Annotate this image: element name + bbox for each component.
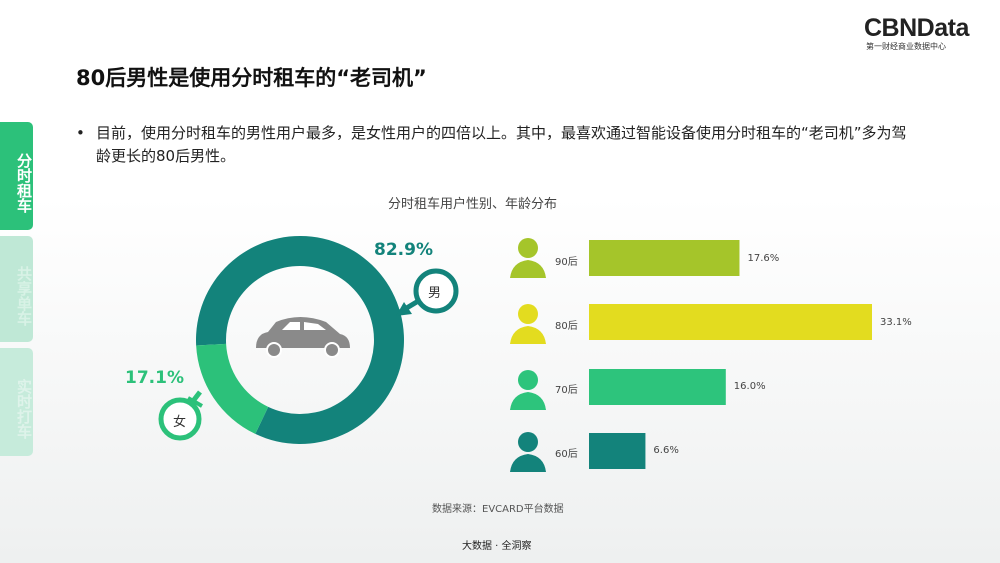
value-label-70s: 16.0% [733, 381, 766, 392]
page-title: 80后男性是使用分时租车的“老司机” [76, 66, 427, 90]
gender-donut [196, 236, 404, 445]
footer-slogan: 大数据 · 全洞察 [462, 541, 532, 552]
value-label-60s: 6.6% [653, 445, 679, 456]
avatar-90s-icon [510, 238, 546, 278]
value-label-80s: 33.1% [880, 317, 912, 328]
data-source: 数据来源：EVCARD平台数据 [432, 504, 564, 515]
bar-70后 [589, 369, 726, 405]
bullet-dot: • [76, 124, 85, 142]
category-label-80s: 80后 [555, 321, 578, 332]
bar-80后 [589, 304, 872, 340]
bar-90后 [589, 240, 740, 276]
age-avatar-icons [510, 238, 546, 472]
male-percent-label: 82.9% [374, 240, 433, 260]
bar-60后 [589, 433, 646, 469]
female-label: 女 [173, 415, 187, 430]
bullet-text: 目前，使用分时租车的男性用户最多，是女性用户的四倍以上。其中，最喜欢通过智能设备… [96, 124, 907, 165]
male-label: 男 [428, 286, 442, 301]
value-label-90s: 17.6% [747, 253, 780, 264]
category-label-90s: 90后 [555, 257, 578, 268]
avatar-60s-icon [510, 432, 546, 472]
logo: CBNData [864, 14, 969, 42]
category-label-70s: 70后 [555, 385, 578, 396]
tab-bike-sharing[interactable]: 共享单车 [0, 236, 33, 342]
avatar-80s-icon [510, 304, 546, 344]
chart-title: 分时租车用户性别、年龄分布 [388, 197, 558, 212]
category-label-60s: 60后 [555, 449, 578, 460]
female-percent-label: 17.1% [125, 368, 184, 388]
tab-rental[interactable]: 分时租车 [0, 122, 33, 230]
car-icon [256, 317, 350, 358]
logo-tagline: 第一财经商业数据中心 [866, 42, 946, 51]
avatar-70s-icon [510, 370, 546, 410]
donut-slice-female [196, 343, 269, 434]
female-symbol-icon [158, 390, 203, 441]
male-symbol-icon [396, 268, 459, 316]
tab-ride-hailing[interactable]: 实时打车 [0, 348, 33, 456]
